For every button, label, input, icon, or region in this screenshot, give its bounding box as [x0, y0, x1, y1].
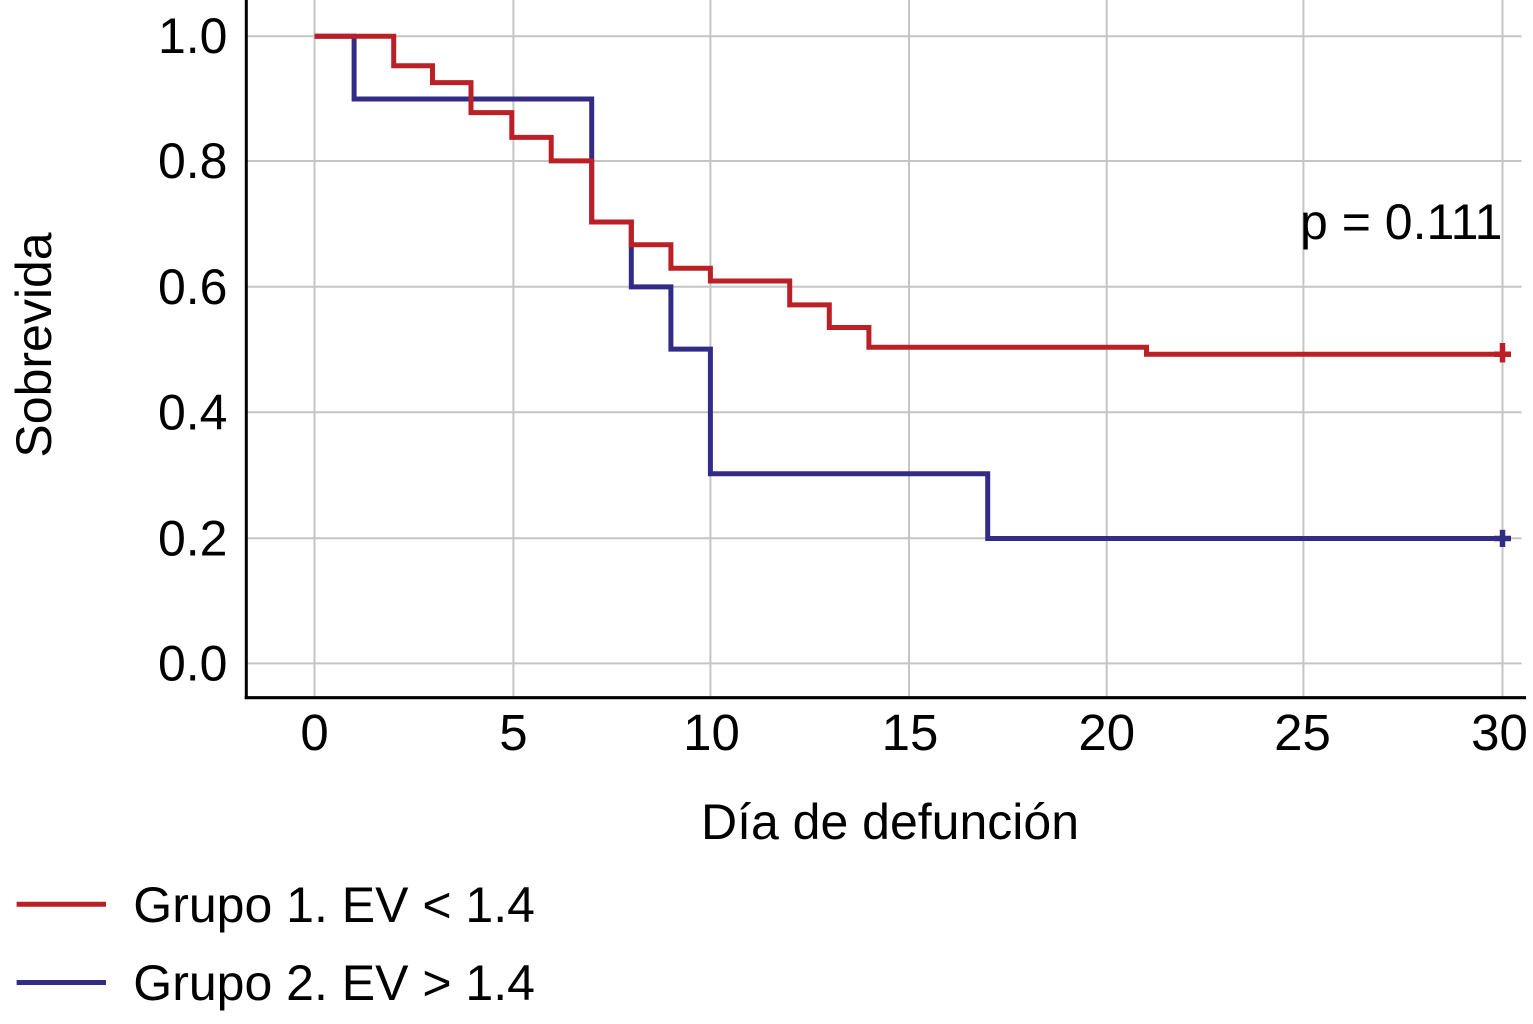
svg-text:0.6: 0.6	[158, 259, 228, 315]
svg-text:10: 10	[683, 704, 740, 761]
svg-text:0: 0	[300, 704, 328, 761]
svg-text:30: 30	[1471, 704, 1528, 761]
svg-text:15: 15	[882, 704, 939, 761]
svg-text:Grupo 2. EV > 1.4: Grupo 2. EV > 1.4	[133, 955, 535, 1011]
svg-text:25: 25	[1274, 704, 1331, 761]
svg-text:Grupo 1. EV < 1.4: Grupo 1. EV < 1.4	[133, 877, 535, 933]
svg-text:Día de defunción: Día de defunción	[701, 794, 1079, 850]
svg-text:0.4: 0.4	[158, 385, 228, 441]
svg-text:20: 20	[1078, 704, 1135, 761]
svg-text:5: 5	[499, 704, 527, 761]
svg-text:1.0: 1.0	[158, 8, 228, 64]
svg-text:0.8: 0.8	[158, 133, 228, 189]
svg-text:p = 0.111: p = 0.111	[1300, 194, 1503, 250]
svg-text:0.0: 0.0	[158, 636, 228, 692]
svg-text:0.2: 0.2	[158, 510, 228, 566]
svg-text:Sobrevida: Sobrevida	[6, 232, 62, 457]
